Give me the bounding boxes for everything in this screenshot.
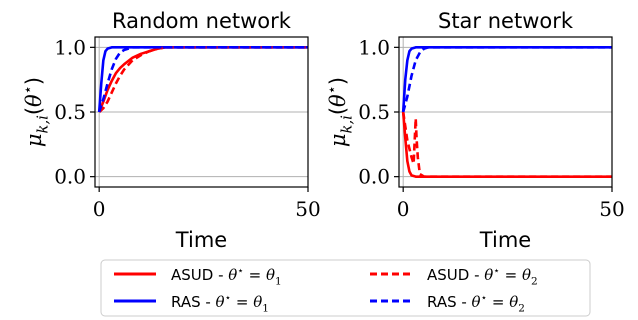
legend-entry-ras-1-solid: RAS - θ⋆​ = θ1​: [114, 292, 269, 315]
series-line-asud-1-solid: [97, 46, 308, 113]
y-tick-label: 1.0: [358, 35, 390, 59]
legend-label: ASUD - θ⋆​ = θ2​: [427, 265, 538, 288]
y-tick-label: 0.0: [54, 165, 86, 189]
x-axis-label: Time: [479, 228, 531, 252]
x-tick-label: 0: [93, 197, 106, 221]
series-line-asud-1-solid: [401, 111, 612, 178]
chart-title: Star network: [438, 9, 574, 33]
legend-entry-ras-2-dashed: RAS - θ⋆​ = θ2​: [370, 292, 525, 315]
y-tick-label: 1.0: [54, 35, 86, 59]
legend-label: RAS - θ⋆​ = θ1​: [171, 292, 269, 315]
y-axis-label: μk,i​(θ⋆​): [324, 77, 356, 147]
legend-entry-asud-1-solid: ASUD - θ⋆​ = θ1​: [114, 265, 282, 288]
y-tick-label: 0.5: [358, 100, 390, 124]
panel-star-network: Star network 0.0 0.5 1.0 0 50 Time μk,i​(θ⋆​): [324, 9, 625, 252]
panel-random-network: Random network 0.0 0.5 1.0 0 50 Time μk,i​(θ⋆​): [20, 9, 321, 252]
series-line-ras-2-dashed: [401, 46, 612, 113]
legend-label: RAS - θ⋆​ = θ2​: [427, 292, 525, 315]
x-tick-label: 50: [599, 197, 624, 221]
y-tick-label: 0.5: [54, 100, 86, 124]
y-tick-label: 0.0: [358, 165, 390, 189]
legend-frame: [100, 259, 591, 317]
series-line-ras-2-dashed: [97, 46, 308, 113]
legend-label: ASUD - θ⋆​ = θ1​: [171, 265, 282, 288]
series-line-asud-2-dashed: [98, 46, 308, 113]
legend-entry-asud-2-dashed: ASUD - θ⋆​ = θ2​: [370, 265, 538, 288]
y-axis-label: μk,i​(θ⋆​): [20, 77, 52, 147]
chart-title: Random network: [112, 9, 292, 33]
x-axis-label: Time: [175, 228, 227, 252]
series-line-ras-1-solid: [97, 46, 308, 113]
x-tick-label: 0: [397, 197, 410, 221]
series-line-ras-1-solid: [401, 46, 612, 113]
series-line-asud-2-dashed: [401, 111, 612, 178]
x-tick-label: 50: [295, 197, 320, 221]
legend: ASUD - θ⋆​ = θ1​ ASUD - θ⋆​ = θ2​ RAS - θ⋆…: [100, 259, 591, 317]
